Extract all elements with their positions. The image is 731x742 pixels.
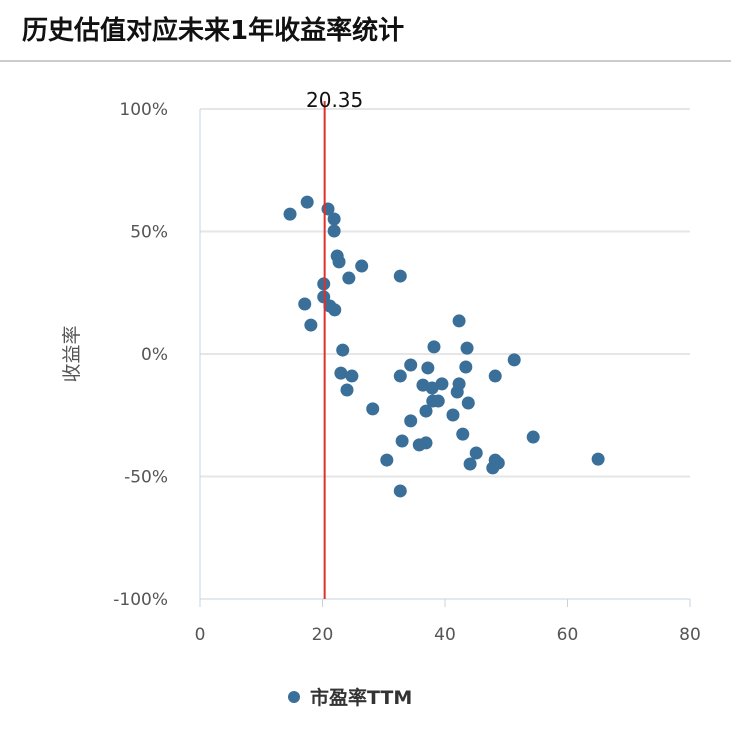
data-point[interactable] <box>327 224 341 238</box>
page-title: 历史估值对应未来1年收益率统计 <box>22 16 405 46</box>
x-tick-label: 20 <box>312 625 334 645</box>
data-point[interactable] <box>459 360 473 374</box>
data-point[interactable] <box>380 453 394 467</box>
data-point[interactable] <box>526 430 540 444</box>
data-point[interactable] <box>332 255 346 269</box>
data-point[interactable] <box>486 461 500 475</box>
y-tick-label: -100% <box>113 590 168 610</box>
data-point[interactable] <box>340 383 354 397</box>
data-point[interactable] <box>488 369 502 383</box>
data-point[interactable] <box>507 353 521 367</box>
data-point[interactable] <box>298 297 312 311</box>
data-point[interactable] <box>461 396 475 410</box>
data-point[interactable] <box>427 340 441 354</box>
data-point[interactable] <box>336 343 350 357</box>
data-point[interactable] <box>435 377 449 391</box>
legend-marker <box>288 691 300 703</box>
y-tick-label: 50% <box>130 223 168 243</box>
data-point[interactable] <box>456 427 470 441</box>
data-point[interactable] <box>460 341 474 355</box>
data-point[interactable] <box>450 385 464 399</box>
y-tick-label: -50% <box>124 468 168 488</box>
data-point[interactable] <box>425 381 439 395</box>
x-tick-label: 60 <box>557 625 579 645</box>
data-point[interactable] <box>591 452 605 466</box>
data-point[interactable] <box>404 358 418 372</box>
data-point[interactable] <box>342 271 356 285</box>
data-point[interactable] <box>393 369 407 383</box>
data-point[interactable] <box>328 303 342 317</box>
reference-line-label: 20.35 <box>306 88 363 112</box>
data-point[interactable] <box>334 366 348 380</box>
title-divider <box>0 60 731 62</box>
data-point[interactable] <box>366 402 380 416</box>
y-tick-label: 100% <box>119 100 168 120</box>
data-point[interactable] <box>355 259 369 273</box>
data-point[interactable] <box>419 404 433 418</box>
data-point[interactable] <box>463 457 477 471</box>
data-point[interactable] <box>419 436 433 450</box>
y-tick-label: 0% <box>141 345 168 365</box>
data-point[interactable] <box>395 434 409 448</box>
y-axis-label: 收益率 <box>61 325 83 382</box>
data-point[interactable] <box>304 318 318 332</box>
data-point[interactable] <box>421 361 435 375</box>
data-point[interactable] <box>393 269 407 283</box>
x-tick-label: 40 <box>434 625 456 645</box>
data-point[interactable] <box>431 394 445 408</box>
data-point[interactable] <box>393 484 407 498</box>
x-tick-label: 80 <box>679 625 701 645</box>
data-point[interactable] <box>446 408 460 422</box>
data-point[interactable] <box>469 446 483 460</box>
data-point[interactable] <box>345 369 359 383</box>
data-point[interactable] <box>327 212 341 226</box>
legend-label[interactable]: 市盈率TTM <box>310 686 412 709</box>
data-point[interactable] <box>300 195 314 209</box>
data-point[interactable] <box>404 414 418 428</box>
data-point[interactable] <box>283 207 297 221</box>
data-point[interactable] <box>452 314 466 328</box>
x-tick-label: 0 <box>195 625 206 645</box>
